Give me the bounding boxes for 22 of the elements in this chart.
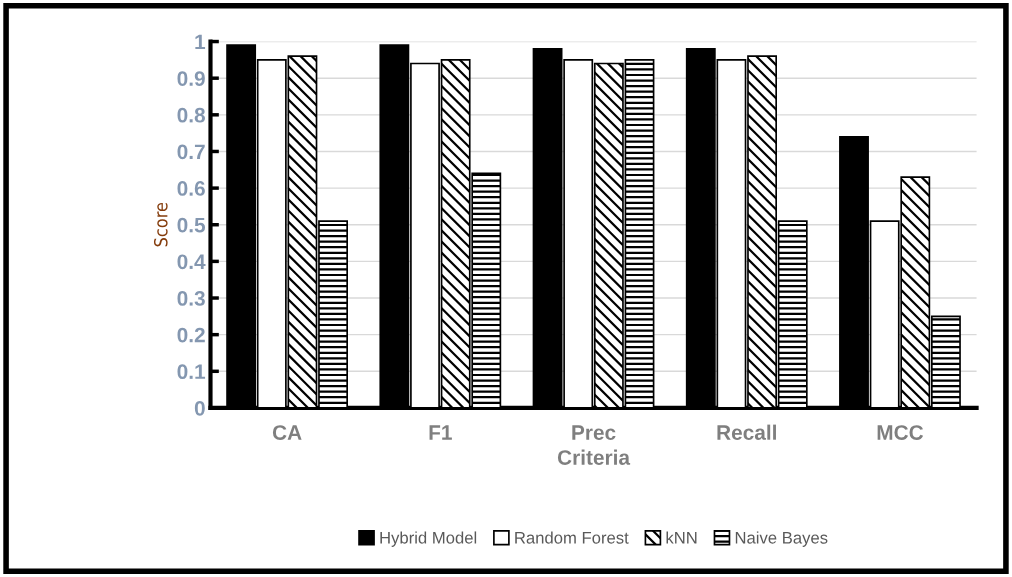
x-axis-title: Criteria (557, 449, 631, 465)
y-tick-label: 1 (195, 34, 206, 50)
y-tick-label: 0.4 (177, 254, 206, 270)
y-tick-label: 0.8 (177, 107, 205, 123)
y-tick-label: 0.9 (177, 71, 205, 86)
y-tick-label: 0.5 (177, 217, 206, 233)
legend-label: Hybrid Model (380, 531, 477, 547)
y-tick-label: 0 (194, 400, 205, 416)
legend-label: kNN (666, 531, 697, 544)
x-tick-label: F1 (429, 425, 452, 440)
y-tick-label: 0.2 (177, 327, 205, 343)
y-axis-title: Score (153, 202, 168, 247)
x-tick-label: Prec (572, 425, 616, 440)
y-tick-label: 0.1 (177, 364, 206, 380)
y-tick-label: 0.6 (177, 181, 205, 196)
y-tick-label: 0.7 (177, 144, 205, 160)
x-tick-label: MCC (877, 425, 924, 440)
legend-label: Random Forest (515, 531, 629, 544)
x-tick-label: Recall (717, 424, 776, 440)
x-tick-label: CA (272, 425, 302, 440)
y-tick-label: 0.3 (177, 291, 205, 306)
legend-label: Naive Bayes (735, 531, 828, 547)
